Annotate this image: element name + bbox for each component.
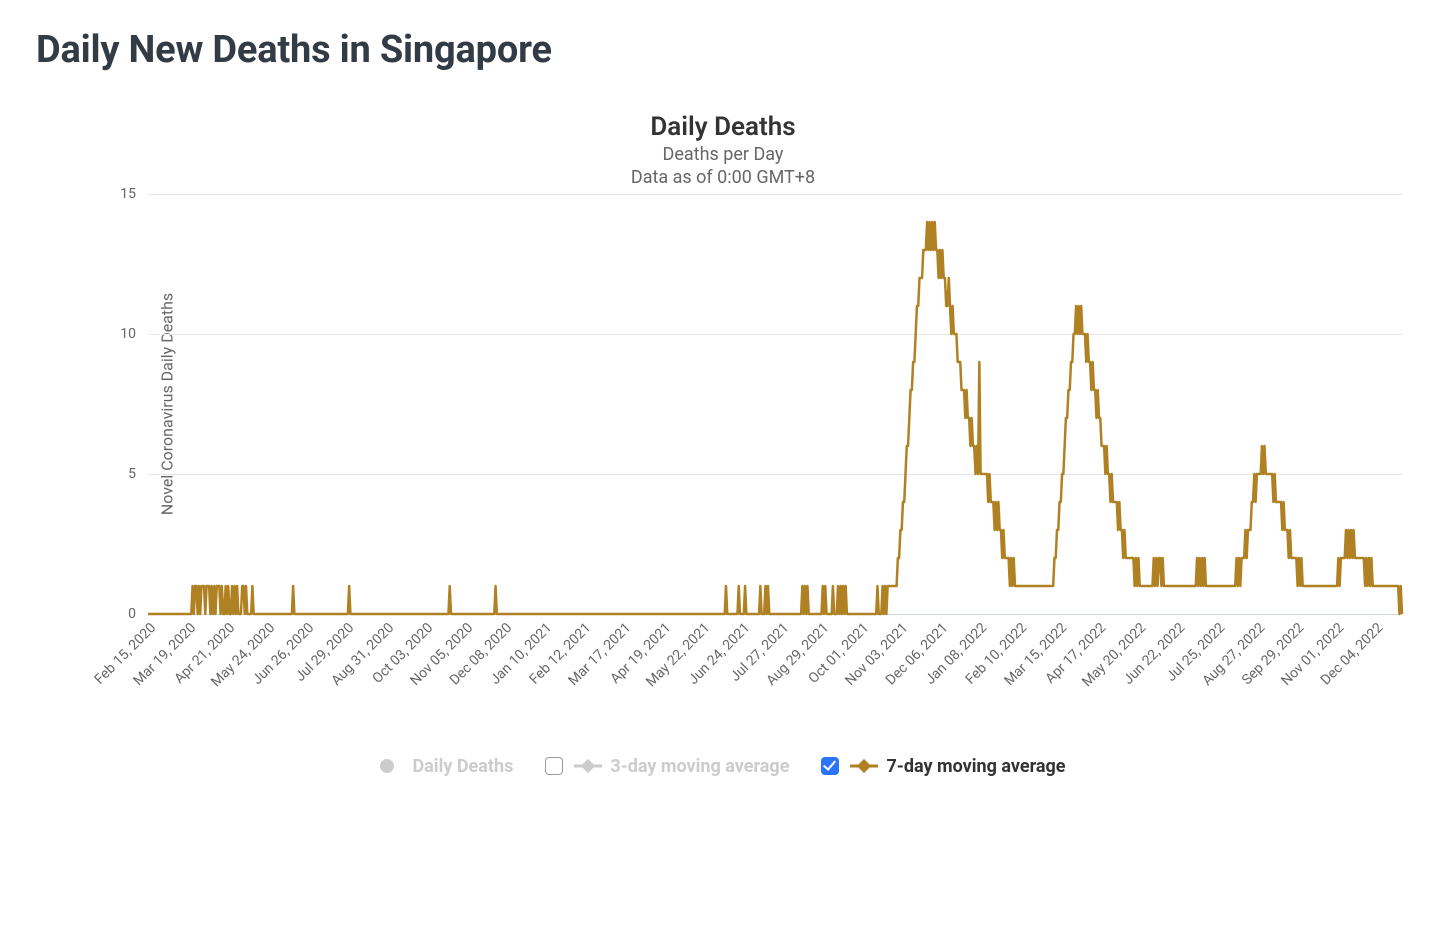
x-axis: Feb 15, 2020Mar 19, 2020Apr 21, 2020May … bbox=[148, 614, 1402, 754]
y-axis-ticks: 051015 bbox=[100, 194, 136, 614]
plot-wrap: Novel Coronavirus Daily Deaths 051015 bbox=[100, 194, 1402, 614]
chart-title: Daily Deaths bbox=[36, 112, 1410, 142]
legend-item-7day[interactable]: 7-day moving average bbox=[817, 754, 1065, 778]
legend-label-daily: Daily Deaths bbox=[412, 756, 513, 777]
plot-area[interactable] bbox=[148, 194, 1402, 614]
legend-symbol-linedot bbox=[850, 759, 878, 773]
legend-item-3day[interactable]: 3-day moving average bbox=[541, 754, 789, 778]
y-tick-label: 10 bbox=[100, 326, 136, 342]
legend-symbol-linedot bbox=[574, 759, 602, 773]
legend-checkbox-7day[interactable] bbox=[821, 757, 839, 775]
y-tick-label: 5 bbox=[100, 466, 136, 482]
chart-legend: Daily Deaths 3-day moving average 7-day mo… bbox=[36, 754, 1410, 778]
page-title: Daily New Deaths in Singapore bbox=[36, 28, 1410, 72]
chart-container: Daily Deaths Deaths per Day Data as of 0… bbox=[36, 112, 1410, 778]
series-7day-line bbox=[148, 194, 1402, 614]
chart-subtitle-2: Data as of 0:00 GMT+8 bbox=[36, 167, 1410, 188]
legend-label-3day: 3-day moving average bbox=[610, 756, 789, 777]
y-tick-label: 0 bbox=[100, 606, 136, 622]
legend-symbol-dot bbox=[380, 759, 404, 773]
legend-checkbox-3day[interactable] bbox=[545, 757, 563, 775]
legend-item-daily[interactable]: Daily Deaths bbox=[380, 756, 513, 777]
legend-label-7day: 7-day moving average bbox=[886, 756, 1065, 777]
chart-subtitle-1: Deaths per Day bbox=[36, 144, 1410, 165]
y-tick-label: 15 bbox=[100, 186, 136, 202]
page: Daily New Deaths in Singapore Daily Deat… bbox=[0, 0, 1446, 932]
